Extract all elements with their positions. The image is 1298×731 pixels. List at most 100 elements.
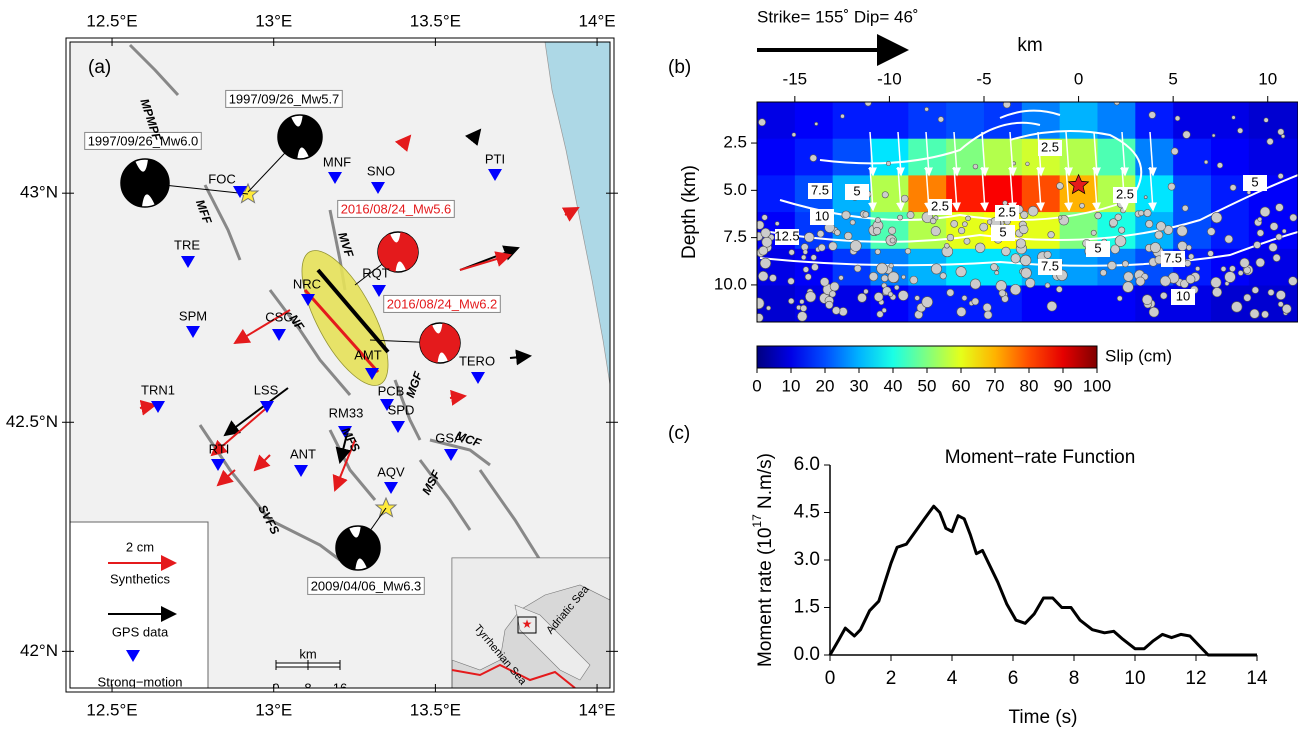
slip-cell: [1173, 175, 1212, 213]
aftershock: [1275, 290, 1286, 301]
slip-vector: [1091, 131, 1101, 177]
aftershock: [788, 297, 795, 305]
aftershock: [1107, 261, 1117, 271]
aftershock: [1272, 253, 1281, 262]
colorbar-tick-label: 90: [1054, 376, 1073, 395]
contour-label-box: [995, 205, 1019, 221]
aftershock: [1251, 286, 1259, 294]
x-tick-label: -15: [783, 69, 808, 88]
aftershock: [1255, 257, 1265, 268]
slip-vector: [951, 166, 961, 212]
aftershock: [962, 221, 968, 227]
station-label: TERO: [459, 353, 495, 368]
contour-label: 2.5: [931, 198, 949, 213]
event-label-box: [84, 131, 202, 150]
contour: [999, 109, 1061, 119]
aftershock: [820, 277, 830, 287]
aftershock: [888, 226, 897, 235]
x-tick-label: 14°E: [579, 11, 616, 30]
aftershock: [1145, 219, 1154, 228]
x-tick-label: 13°E: [255, 11, 292, 30]
aftershock: [1001, 246, 1011, 257]
aftershock: [946, 233, 955, 242]
aftershock: [881, 307, 887, 313]
aftershock: [1055, 286, 1063, 293]
aftershock: [946, 288, 955, 297]
y-axis-label-part: Moment rate (10: [755, 528, 776, 667]
aftershock: [1256, 229, 1265, 237]
aftershock: [1118, 226, 1126, 234]
station: [272, 329, 286, 341]
aftershock: [829, 290, 837, 298]
contour-label: 7.5: [1164, 250, 1182, 265]
aftershock: [1268, 242, 1278, 252]
contour-label-box: [928, 199, 952, 215]
aftershock: [1220, 266, 1227, 272]
aftershock: [958, 227, 966, 235]
event-label-box: [307, 576, 425, 595]
slip-cell: [832, 138, 871, 176]
aftershock: [1170, 147, 1179, 156]
slip-vector: [1035, 166, 1045, 212]
aftershock: [804, 232, 815, 243]
aftershock: [1027, 205, 1039, 217]
station: [384, 482, 398, 494]
aftershock: [759, 257, 771, 269]
x-tick-label: 10: [1124, 668, 1145, 689]
x-tick-label: 10: [1258, 69, 1277, 88]
aftershock: [862, 211, 870, 218]
x-tick-label: 6: [1008, 668, 1019, 689]
aftershock: [1261, 310, 1269, 319]
slip-cell: [1135, 175, 1174, 213]
fault-trace-red: [303, 289, 380, 373]
slip-cell: [1059, 285, 1098, 322]
contour-label: 5: [999, 224, 1006, 239]
aftershock: [1044, 282, 1051, 289]
legend-gps: GPS data: [112, 624, 169, 639]
aftershock: [1160, 292, 1168, 300]
aftershock: [1143, 195, 1148, 200]
aftershock: [1079, 202, 1085, 209]
x-axis-label: km: [1017, 35, 1042, 56]
aftershock: [888, 263, 894, 269]
slip-vector: [951, 131, 961, 177]
legend-station-symbol: [126, 650, 140, 662]
aftershock: [787, 277, 795, 285]
sea: [544, 42, 610, 386]
aftershock: [857, 293, 867, 303]
station-label: RQT: [362, 265, 390, 280]
aftershock: [788, 249, 795, 256]
aftershock: [1122, 281, 1134, 293]
contour-label-box: [1086, 241, 1110, 257]
aftershock: [802, 249, 808, 255]
aftershock: [1174, 115, 1181, 122]
contour-label: 12.5: [774, 228, 799, 243]
contour-label: 7.5: [1041, 258, 1059, 273]
aftershock: [986, 219, 993, 225]
gps-vectors: [139, 128, 580, 492]
slip-vector: [867, 166, 877, 212]
aftershock: [990, 263, 998, 271]
aftershock: [887, 271, 900, 284]
aftershock: [1116, 295, 1123, 302]
station: [338, 426, 352, 438]
aftershock: [1231, 115, 1236, 120]
aftershock: [758, 118, 766, 127]
aftershock: [1148, 111, 1156, 119]
aftershock: [961, 295, 968, 301]
map-frame: [69, 41, 611, 689]
aftershock: [844, 231, 853, 241]
contour-label-box: [1113, 187, 1137, 203]
aftershock: [965, 215, 971, 222]
contour-label-box: [808, 183, 832, 199]
legend-synthetics: Synthetics: [110, 571, 170, 586]
aftershock: [868, 271, 879, 282]
aftershock: [906, 211, 915, 219]
x-tick-label: 0: [1074, 69, 1083, 88]
aftershock: [1010, 253, 1021, 264]
aftershock: [838, 307, 848, 317]
slip-model: 2.5 2.5 2.5 2.5 7.5 5 10 12.5 5 5 7.5 7.5 5 10 -15 -10 -…: [714, 69, 1298, 323]
slip-vector: [867, 131, 877, 177]
aftershock: [838, 275, 844, 281]
slip-vector: [923, 131, 933, 177]
